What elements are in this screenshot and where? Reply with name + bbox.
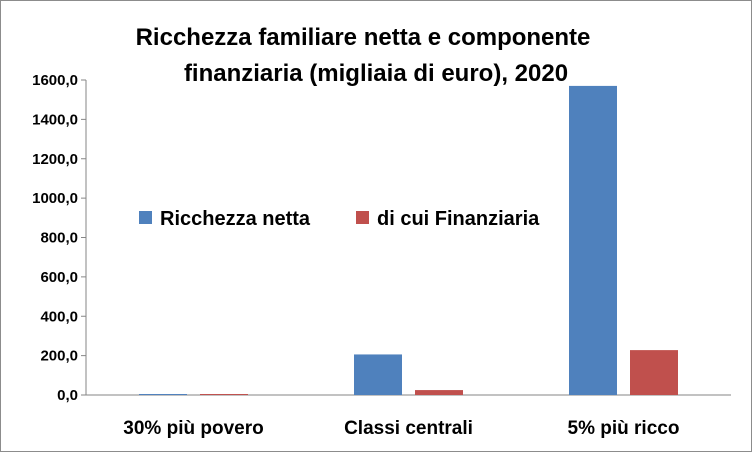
y-tick-label: 400,0: [40, 308, 78, 325]
y-tick-label: 200,0: [40, 348, 78, 365]
bar-series-1-cat-1: [415, 390, 463, 395]
y-tick-label: 1200,0: [32, 151, 78, 168]
x-category-label: 5% più ricco: [568, 418, 680, 439]
x-category-label: Classi centrali: [344, 418, 473, 439]
y-tick-label: 1000,0: [32, 190, 78, 207]
bar-series-1-cat-0: [200, 394, 248, 395]
legend-swatch-1: [356, 211, 369, 224]
legend-swatch-0: [139, 211, 152, 224]
chart-title-line-1: Ricchezza familiare netta e componente: [136, 24, 591, 51]
bar-series-0-cat-2: [569, 85, 617, 395]
bar-series-0-cat-1: [354, 354, 402, 395]
legend-label-1: di cui Finanziaria: [377, 208, 540, 230]
bar-series-0-cat-0: [139, 394, 187, 395]
y-tick-label: 0,0: [57, 387, 78, 404]
y-tick-label: 1600,0: [32, 72, 78, 89]
x-category-label: 30% più povero: [123, 418, 263, 439]
y-tick-label: 600,0: [40, 269, 78, 286]
y-tick-label: 800,0: [40, 230, 78, 247]
legend-label-0: Ricchezza netta: [160, 208, 311, 230]
chart-title-line-2: finanziaria (migliaia di euro), 2020: [184, 60, 568, 87]
y-tick-label: 1400,0: [32, 111, 78, 128]
bar-series-1-cat-2: [630, 350, 678, 395]
